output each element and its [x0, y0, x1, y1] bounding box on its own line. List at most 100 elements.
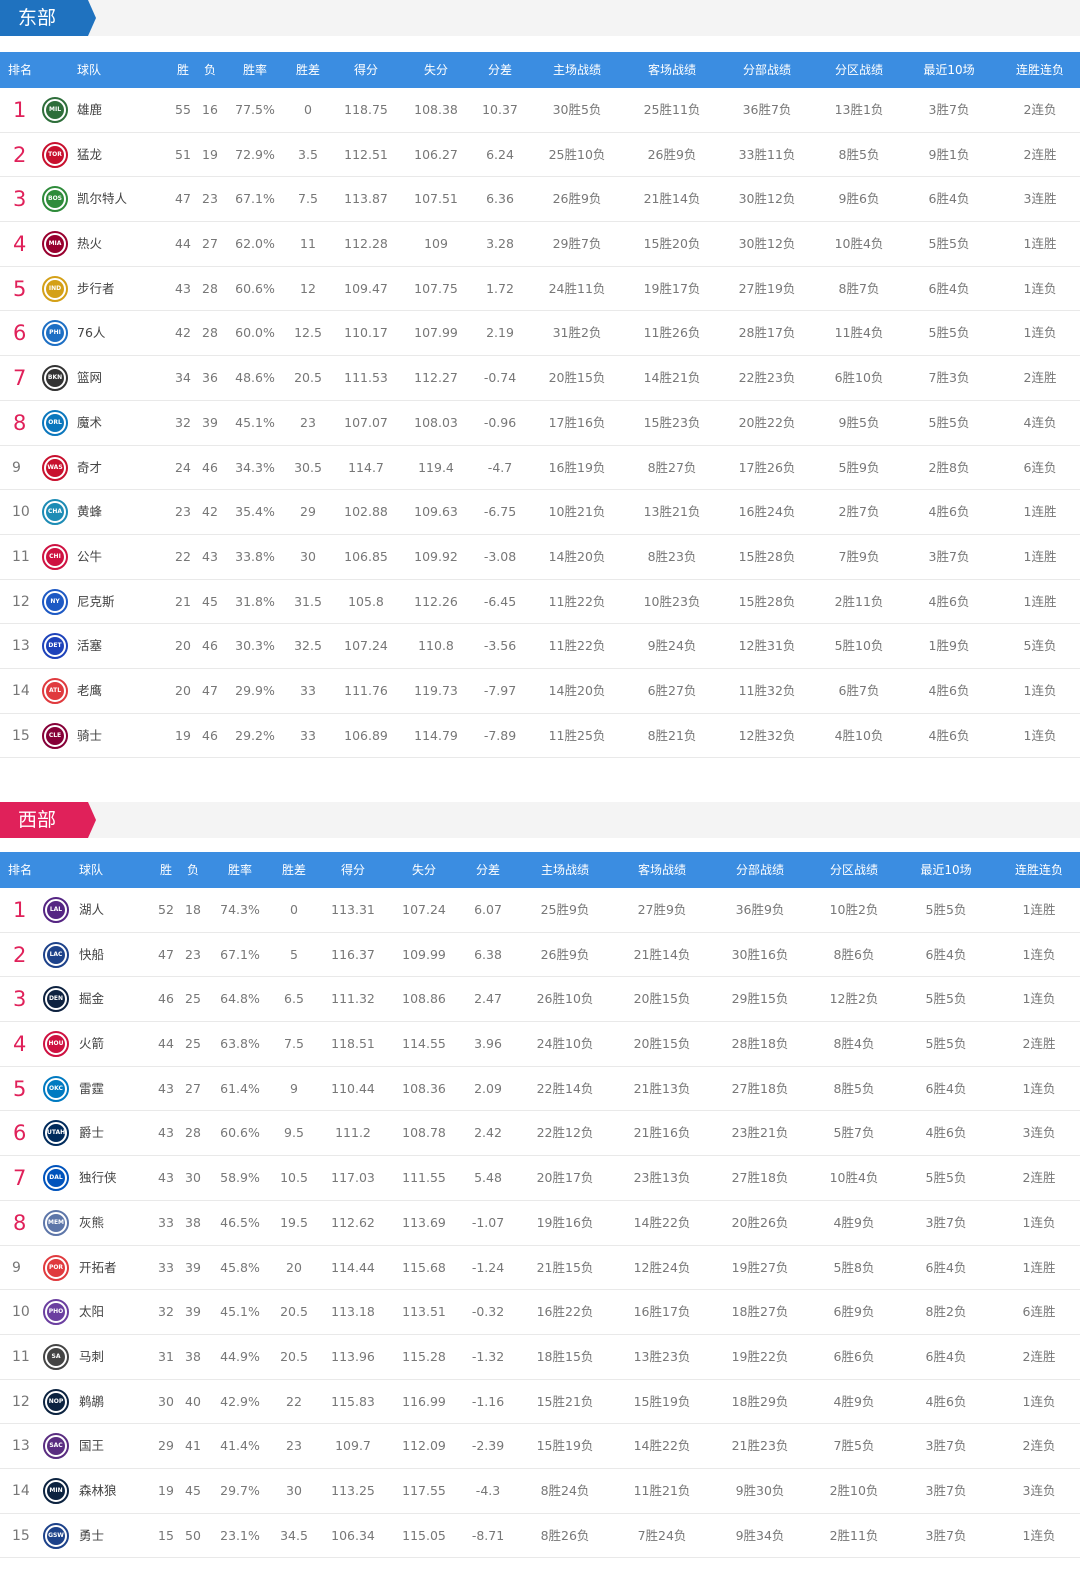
west-conference-title[interactable]: 西部 [0, 802, 96, 838]
table-row[interactable]: 15 GSW 勇士 15 50 23.1% 34.5 106.34 115.05 -8.71 8胜2… [0, 1514, 1080, 1559]
team-logo-icon[interactable]: UTAH [43, 1120, 69, 1147]
team-name-link[interactable]: 热火 [77, 236, 103, 252]
team-name-link[interactable]: 鹈鹕 [79, 1393, 105, 1409]
team-name-link[interactable]: 灰熊 [79, 1214, 105, 1230]
column-header-streak[interactable]: 连胜连负 [1014, 863, 1064, 877]
team-name-link[interactable]: 雷霆 [79, 1080, 105, 1096]
team-name-link[interactable]: 活塞 [77, 638, 103, 654]
team-logo-icon[interactable]: MEM [43, 1209, 69, 1236]
team-logo-icon[interactable]: BOS [42, 186, 68, 213]
column-header-last-10[interactable]: 最近10场 [923, 63, 975, 77]
team-logo-icon[interactable]: CLE [42, 722, 68, 749]
team-logo-icon[interactable]: LAL [43, 897, 69, 923]
team-name-link[interactable]: 魔术 [77, 414, 103, 430]
team-logo-icon[interactable]: NY [42, 588, 68, 615]
table-row[interactable]: 9 POR 开拓者 33 39 45.8% 20 114.44 115.68 -1.24 21胜15… [0, 1246, 1080, 1291]
table-row[interactable]: 12 NY 尼克斯 21 45 31.8% 31.5 105.8 112.26 -6.45 11胜2… [0, 580, 1080, 625]
team-name-link[interactable]: 凯尔特人 [77, 191, 128, 207]
column-header-points-for[interactable]: 得分 [340, 863, 366, 877]
column-header-away-record[interactable]: 客场战绩 [637, 863, 687, 877]
team-logo-icon[interactable]: CHA [42, 499, 68, 526]
column-header-home-record[interactable]: 主场战绩 [552, 63, 602, 77]
team-logo-icon[interactable]: MIA [42, 231, 68, 258]
column-header-rank[interactable]: 排名 [8, 63, 33, 77]
column-header-rank[interactable]: 排名 [8, 863, 33, 877]
team-logo-icon[interactable]: SA [43, 1343, 69, 1370]
table-row[interactable]: 3 DEN 掘金 46 25 64.8% 6.5 111.32 108.86 2.47 26胜10负… [0, 977, 1080, 1023]
team-logo-icon[interactable]: DAL [43, 1165, 69, 1192]
column-header-point-diff[interactable]: 分差 [475, 863, 501, 877]
team-name-link[interactable]: 尼克斯 [77, 593, 115, 609]
table-row[interactable]: 6 PHI 76人 42 28 60.0% 12.5 110.17 107.99 2.19 31胜2… [0, 311, 1080, 357]
table-row[interactable]: 10 CHA 黄蜂 23 42 35.4% 29 102.88 109.63 -6.75 10胜21… [0, 490, 1080, 535]
team-name-link[interactable]: 掘金 [79, 991, 105, 1007]
table-row[interactable]: 11 SA 马刺 31 38 44.9% 20.5 113.96 115.28 -1.32 18胜1… [0, 1335, 1080, 1380]
team-name-link[interactable]: 雄鹿 [77, 102, 103, 117]
table-row[interactable]: 5 OKC 雷霆 43 27 61.4% 9 110.44 108.36 2.09 22胜14负 21… [0, 1067, 1080, 1112]
table-row[interactable]: 4 MIA 热火 44 27 62.0% 11 112.28 109 3.28 29胜7负 15胜20… [0, 222, 1080, 267]
table-row[interactable]: 13 DET 活塞 20 46 30.3% 32.5 107.24 110.8 -3.56 11胜2… [0, 624, 1080, 669]
table-row[interactable]: 6 UTAH 爵士 43 28 60.6% 9.5 111.2 108.78 2.42 22胜12负… [0, 1111, 1080, 1157]
team-name-link[interactable]: 国王 [79, 1438, 105, 1454]
table-row[interactable]: 15 CLE 骑士 19 46 29.2% 33 106.89 114.79 -7.89 11胜25… [0, 714, 1080, 759]
team-logo-icon[interactable]: GSW [43, 1522, 69, 1549]
column-header-games-behind[interactable]: 胜差 [295, 63, 321, 77]
team-logo-icon[interactable]: MIN [43, 1477, 69, 1504]
table-row[interactable]: 7 DAL 独行侠 43 30 58.9% 10.5 117.03 111.55 5.48 20胜1… [0, 1156, 1080, 1201]
team-name-link[interactable]: 独行侠 [79, 1170, 117, 1186]
column-header-team[interactable]: 球队 [79, 863, 104, 877]
column-header-wins[interactable]: 胜 [159, 863, 173, 877]
table-row[interactable]: 1 LAL 湖人 52 18 74.3% 0 113.31 107.24 6.07 25胜9负 27胜… [0, 888, 1080, 933]
east-conference-title[interactable]: 东部 [0, 0, 96, 36]
team-name-link[interactable]: 火箭 [79, 1036, 105, 1052]
column-header-losses[interactable]: 负 [186, 863, 200, 877]
column-header-streak[interactable]: 连胜连负 [1015, 63, 1065, 77]
team-logo-icon[interactable]: ORL [42, 409, 68, 436]
table-row[interactable]: 14 MIN 森林狼 19 45 29.7% 30 113.25 117.55 -4.3 8胜24负… [0, 1469, 1080, 1514]
column-header-points-against[interactable]: 失分 [411, 863, 437, 877]
column-header-wins[interactable]: 胜 [176, 63, 190, 77]
team-name-link[interactable]: 森林狼 [79, 1482, 117, 1498]
team-logo-icon[interactable]: DET [42, 633, 68, 660]
column-header-last-10[interactable]: 最近10场 [920, 863, 972, 877]
team-logo-icon[interactable]: ATL [42, 677, 68, 704]
team-logo-icon[interactable]: CHI [42, 543, 68, 570]
column-header-away-record[interactable]: 客场战绩 [647, 63, 697, 77]
team-name-link[interactable]: 奇才 [77, 459, 103, 475]
table-row[interactable]: 3 BOS 凯尔特人 47 23 67.1% 7.5 113.87 107.51 6.36 26胜9… [0, 177, 1080, 223]
table-row[interactable]: 4 HOU 火箭 44 25 63.8% 7.5 118.51 114.55 3.96 24胜10负… [0, 1022, 1080, 1067]
team-logo-icon[interactable]: NOP [43, 1388, 69, 1415]
team-name-link[interactable]: 老鹰 [77, 682, 103, 698]
column-header-division-record[interactable]: 分区战绩 [834, 63, 884, 77]
team-name-link[interactable]: 猛龙 [77, 146, 103, 162]
table-row[interactable]: 11 CHI 公牛 22 43 33.8% 30 106.85 109.92 -3.08 14胜20… [0, 535, 1080, 580]
column-header-points-against[interactable]: 失分 [423, 63, 449, 77]
team-logo-icon[interactable]: PHO [43, 1299, 69, 1326]
team-name-link[interactable]: 爵士 [79, 1125, 105, 1141]
team-logo-icon[interactable]: HOU [43, 1031, 69, 1058]
column-header-point-diff[interactable]: 分差 [487, 63, 513, 77]
column-header-losses[interactable]: 负 [203, 63, 217, 77]
column-header-games-behind[interactable]: 胜差 [281, 863, 307, 877]
team-name-link[interactable]: 黄蜂 [77, 504, 103, 520]
team-logo-icon[interactable]: MIL [42, 97, 68, 123]
team-name-link[interactable]: 勇士 [79, 1527, 105, 1543]
table-row[interactable]: 9 WAS 奇才 24 46 34.3% 30.5 114.7 119.4 -4.7 16胜19负 8… [0, 446, 1080, 491]
team-logo-icon[interactable]: WAS [42, 454, 68, 481]
team-logo-icon[interactable]: TOR [42, 141, 68, 168]
team-logo-icon[interactable]: OKC [43, 1075, 69, 1102]
team-logo-icon[interactable]: IND [42, 275, 68, 302]
team-logo-icon[interactable]: BKN [42, 365, 68, 392]
team-name-link[interactable]: 篮网 [77, 370, 103, 386]
team-logo-icon[interactable]: PHI [42, 320, 68, 347]
team-name-link[interactable]: 76人 [77, 325, 106, 341]
team-name-link[interactable]: 太阳 [79, 1304, 105, 1320]
team-logo-icon[interactable]: LAC [43, 941, 69, 968]
table-row[interactable]: 13 SAC 国王 29 41 41.4% 23 109.7 112.09 -2.39 15胜19负… [0, 1424, 1080, 1469]
team-name-link[interactable]: 湖人 [79, 902, 105, 917]
column-header-conference-record[interactable]: 分部战绩 [735, 863, 785, 877]
column-header-home-record[interactable]: 主场战绩 [540, 863, 590, 877]
table-row[interactable]: 1 MIL 雄鹿 55 16 77.5% 0 118.75 108.38 10.37 30胜5负 25… [0, 88, 1080, 133]
table-row[interactable]: 2 TOR 猛龙 51 19 72.9% 3.5 112.51 106.27 6.24 25胜10负… [0, 133, 1080, 178]
team-name-link[interactable]: 步行者 [77, 280, 115, 296]
